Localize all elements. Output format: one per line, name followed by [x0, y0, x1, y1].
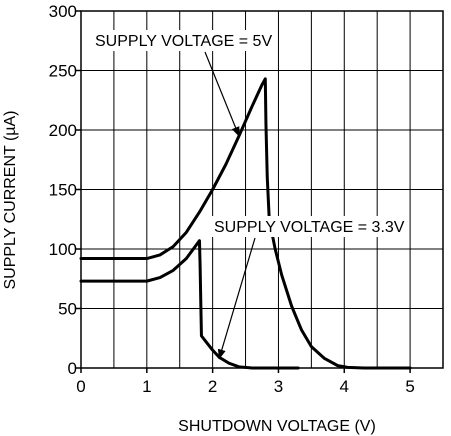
x-axis-title: SHUTDOWN VOLTAGE (V) — [178, 418, 376, 435]
y-tick-label: 0 — [68, 359, 77, 378]
y-axis-title: SUPPLY CURRENT (µA) — [2, 110, 19, 289]
x-tick-label: 0 — [76, 377, 85, 396]
x-tick-label: 3 — [274, 377, 283, 396]
x-tick-label: 5 — [405, 377, 414, 396]
series-layer — [79, 77, 412, 370]
tick-marks — [76, 10, 411, 373]
annotation-arrow — [204, 51, 240, 137]
annotation-arrow — [217, 237, 256, 360]
x-tick-label: 1 — [142, 377, 151, 396]
annotation-background — [92, 30, 276, 51]
grid — [81, 11, 443, 368]
annotation-background — [211, 216, 408, 237]
y-tick-labels: 0 50 100 150 200 250 300 — [49, 2, 77, 378]
annotations: SUPPLY VOLTAGE = 5V SUPPLY VOLTAGE = 3.3V — [92, 30, 408, 360]
y-tick-label: 250 — [49, 62, 77, 81]
series-line-1 — [79, 77, 412, 370]
y-tick-label: 50 — [58, 300, 77, 319]
series-line-2 — [79, 239, 300, 370]
y-tick-label: 150 — [49, 181, 77, 200]
annotation-label: SUPPLY VOLTAGE = 5V — [95, 33, 272, 50]
y-tick-label: 100 — [49, 240, 77, 259]
x-tick-labels: 0 1 2 3 4 5 — [76, 377, 415, 396]
y-tick-label: 200 — [49, 121, 77, 140]
y-tick-label: 300 — [49, 2, 77, 21]
x-tick-label: 4 — [340, 377, 349, 396]
x-tick-label: 2 — [208, 377, 217, 396]
annotation-label: SUPPLY VOLTAGE = 3.3V — [214, 219, 405, 236]
